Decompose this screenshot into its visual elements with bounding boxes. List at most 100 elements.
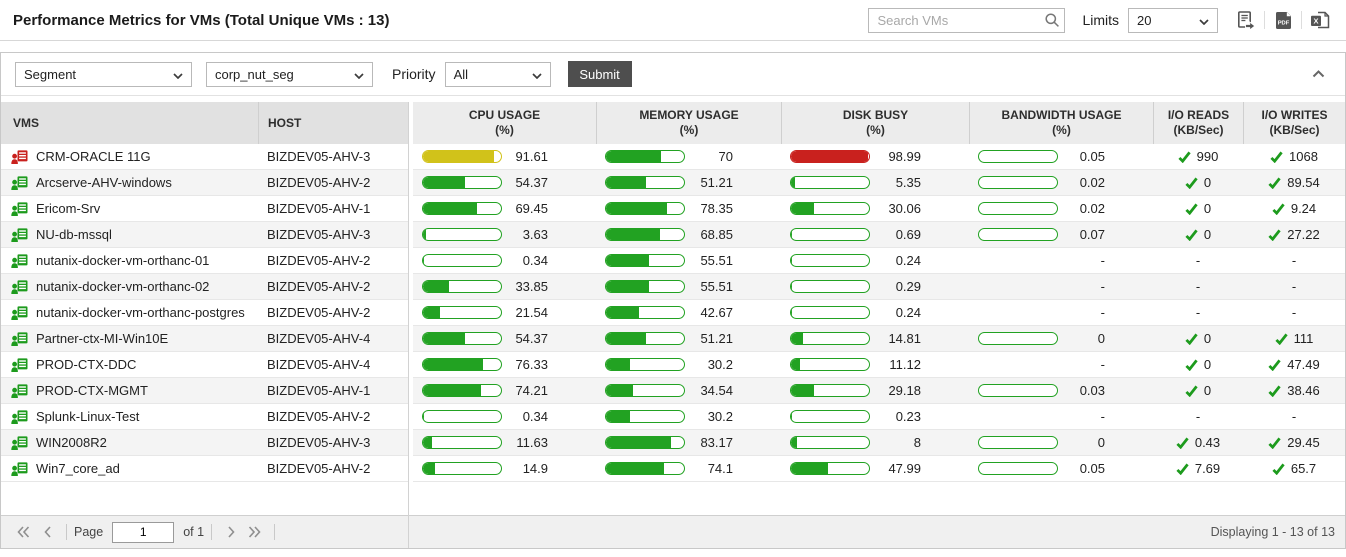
vm-cell: CRM-ORACLE 11G	[1, 144, 258, 170]
export-excel-icon[interactable]: X	[1307, 8, 1333, 32]
memory-usage-bar	[605, 202, 685, 215]
reads-cell: 0	[1153, 378, 1243, 404]
table-row[interactable]: CRM-ORACLE 11G BIZDEV05-AHV-3 91.61 70 9…	[1, 144, 1345, 170]
check-icon	[1178, 151, 1191, 163]
cpu-usage-value: 21.54	[515, 305, 548, 320]
table-row[interactable]: Arcserve-AHV-windows BIZDEV05-AHV-2 54.3…	[1, 170, 1345, 196]
first-page-button[interactable]	[11, 521, 35, 543]
priority-label: Priority	[392, 66, 436, 82]
reads-cell: 0	[1153, 222, 1243, 248]
vm-status-icon	[11, 253, 28, 268]
table-row[interactable]: Ericom-Srv BIZDEV05-AHV-1 69.45 78.35 30…	[1, 196, 1345, 222]
vm-name: PROD-CTX-DDC	[36, 357, 137, 372]
host-name: BIZDEV05-AHV-3	[267, 227, 371, 242]
check-icon	[1185, 385, 1198, 397]
memory-usage-bar	[605, 228, 685, 241]
column-header-host[interactable]: HOST	[258, 102, 408, 144]
table-row[interactable]: nutanix-docker-vm-orthanc-02 BIZDEV05-AH…	[1, 274, 1345, 300]
frozen-split-gap	[408, 196, 413, 222]
bandwidth-usage-bar	[978, 436, 1058, 449]
frozen-split-gap	[408, 456, 413, 482]
bandwidth-usage-value: 0	[1097, 331, 1105, 346]
limits-select[interactable]: 20	[1128, 7, 1218, 33]
table-row[interactable]: NU-db-mssql BIZDEV05-AHV-3 3.63 68.85 0.…	[1, 222, 1345, 248]
priority-select[interactable]: All	[444, 61, 551, 87]
cpu-usage-value: 0.34	[522, 253, 548, 268]
writes-cell: 29.45	[1243, 430, 1345, 456]
frozen-split-gap	[408, 352, 413, 378]
bw-cell: 0.03	[969, 378, 1153, 404]
export-pdf-icon[interactable]: PDF	[1270, 8, 1296, 32]
io-reads-value: -	[1195, 305, 1201, 320]
cpu-usage-value: 3.63	[522, 227, 548, 242]
icon-divider	[1301, 11, 1302, 29]
column-header-disk-busy[interactable]: DISK BUSY (%)	[781, 102, 969, 144]
table-row[interactable]: WIN2008R2 BIZDEV05-AHV-3 11.63 83.17 8 0…	[1, 430, 1345, 456]
disk-cell: 98.99	[781, 144, 969, 170]
page-input[interactable]	[112, 521, 175, 543]
check-icon	[1268, 385, 1281, 397]
io-writes-value: 47.49	[1287, 357, 1320, 372]
disk-busy-value: 30.06	[888, 201, 921, 216]
memory-usage-value: 83.17	[700, 435, 733, 450]
table-row[interactable]: PROD-CTX-DDC BIZDEV05-AHV-4 76.33 30.2 1…	[1, 352, 1345, 378]
table-row[interactable]: nutanix-docker-vm-orthanc-01 BIZDEV05-AH…	[1, 248, 1345, 274]
check-icon	[1270, 151, 1283, 163]
check-icon	[1185, 177, 1198, 189]
column-header-memory-usage[interactable]: MEMORY USAGE (%)	[596, 102, 781, 144]
cpu-usage-bar	[422, 306, 502, 319]
segment-select[interactable]: corp_nut_seg	[206, 61, 373, 87]
cpu-cell: 33.85	[413, 274, 596, 300]
next-page-button[interactable]	[219, 521, 243, 543]
filter-type-select[interactable]: Segment	[15, 61, 192, 87]
schedule-report-icon[interactable]	[1233, 8, 1259, 32]
vm-name: PROD-CTX-MGMT	[36, 383, 148, 398]
cpu-cell: 3.63	[413, 222, 596, 248]
cpu-usage-bar	[422, 436, 502, 449]
search-input[interactable]	[868, 7, 1066, 33]
vm-name: Splunk-Linux-Test	[36, 409, 140, 424]
icon-divider	[1264, 11, 1265, 29]
column-header-io-writes[interactable]: I/O WRITES (KB/Sec)	[1243, 102, 1345, 144]
collapse-filter-button[interactable]	[1306, 66, 1331, 82]
column-header-bandwidth-usage[interactable]: BANDWIDTH USAGE (%)	[969, 102, 1153, 144]
host-name: BIZDEV05-AHV-1	[267, 201, 371, 216]
vm-cell: Splunk-Linux-Test	[1, 404, 258, 430]
vm-cell: nutanix-docker-vm-orthanc-01	[1, 248, 258, 274]
column-header-cpu-usage[interactable]: CPU USAGE (%)	[413, 102, 596, 144]
bw-cell: 0.05	[969, 456, 1153, 482]
host-cell: BIZDEV05-AHV-4	[258, 352, 408, 378]
mem-cell: 68.85	[596, 222, 781, 248]
io-reads-value: 0	[1203, 383, 1212, 398]
host-name: BIZDEV05-AHV-3	[267, 149, 371, 164]
frozen-split-gap	[408, 274, 413, 300]
table-empty-area	[1, 482, 1345, 515]
writes-cell: 47.49	[1243, 352, 1345, 378]
table-row[interactable]: Win7_core_ad BIZDEV05-AHV-2 14.9 74.1 47…	[1, 456, 1345, 482]
host-cell: BIZDEV05-AHV-3	[258, 222, 408, 248]
writes-cell: -	[1243, 404, 1345, 430]
column-header-io-reads[interactable]: I/O READS (KB/Sec)	[1153, 102, 1243, 144]
cpu-usage-bar	[422, 384, 502, 397]
table-row[interactable]: PROD-CTX-MGMT BIZDEV05-AHV-1 74.21 34.54…	[1, 378, 1345, 404]
prev-page-button[interactable]	[35, 521, 59, 543]
vm-status-icon	[11, 279, 28, 294]
table-row[interactable]: nutanix-docker-vm-orthanc-postgres BIZDE…	[1, 300, 1345, 326]
io-reads-value: -	[1195, 253, 1201, 268]
host-name: BIZDEV05-AHV-2	[267, 409, 371, 424]
check-icon	[1268, 359, 1281, 371]
disk-busy-bar	[790, 228, 870, 241]
bandwidth-usage-bar	[978, 150, 1058, 163]
last-page-button[interactable]	[243, 521, 267, 543]
vm-cell: Ericom-Srv	[1, 196, 258, 222]
frozen-split-gap	[408, 222, 413, 248]
table-row[interactable]: Partner-ctx-MI-Win10E BIZDEV05-AHV-4 54.…	[1, 326, 1345, 352]
column-header-vms[interactable]: VMS	[1, 102, 258, 144]
svg-text:X: X	[1313, 16, 1318, 25]
reads-cell: -	[1153, 300, 1243, 326]
io-writes-value: 1068	[1289, 149, 1318, 164]
table-row[interactable]: Splunk-Linux-Test BIZDEV05-AHV-2 0.34 30…	[1, 404, 1345, 430]
memory-usage-value: 78.35	[700, 201, 733, 216]
submit-button[interactable]: Submit	[567, 61, 632, 87]
memory-usage-value: 68.85	[700, 227, 733, 242]
